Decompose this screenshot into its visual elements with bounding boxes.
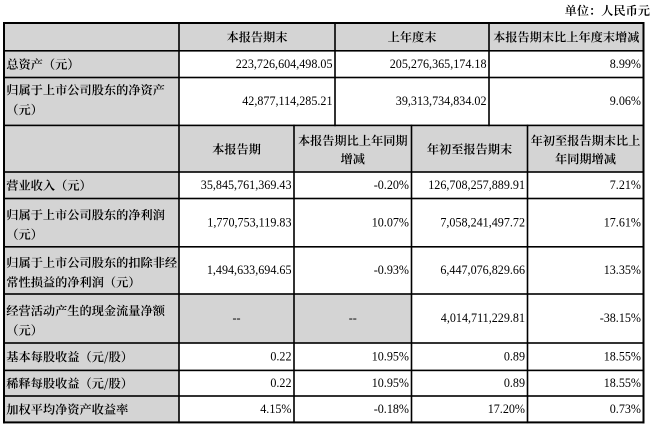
svg-text:10.07%: 10.07% [372,215,409,229]
svg-text:0.89: 0.89 [504,349,525,363]
svg-text:--: -- [349,311,357,325]
svg-text:42,877,114,285.21: 42,877,114,285.21 [242,94,332,108]
svg-text:17.61%: 17.61% [604,215,641,229]
svg-text:4.15%: 4.15% [260,402,291,416]
svg-text:4,014,711,229.81: 4,014,711,229.81 [441,311,525,325]
svg-text:-0.18%: -0.18% [374,402,409,416]
svg-text:1,494,633,694.65: 1,494,633,694.65 [207,263,292,277]
svg-text:1,770,753,119.83: 1,770,753,119.83 [207,215,291,229]
svg-text:126,708,257,889.91: 126,708,257,889.91 [428,178,525,192]
svg-text:0.22: 0.22 [270,376,291,390]
svg-text:223,726,604,498.05: 223,726,604,498.05 [236,57,333,71]
svg-text:--: -- [232,311,240,325]
svg-text:10.95%: 10.95% [372,376,409,390]
svg-text:10.95%: 10.95% [372,349,409,363]
svg-text:7.21%: 7.21% [610,178,641,192]
svg-text:6,447,076,829.66: 6,447,076,829.66 [440,263,525,277]
svg-text:0.73%: 0.73% [610,402,641,416]
svg-text:205,276,365,174.18: 205,276,365,174.18 [390,57,487,71]
svg-text:0.89: 0.89 [504,376,525,390]
svg-text:13.35%: 13.35% [604,263,641,277]
svg-text:7,058,241,497.72: 7,058,241,497.72 [440,215,525,229]
svg-text:-0.93%: -0.93% [374,263,409,277]
svg-text:0.22: 0.22 [270,349,291,363]
svg-text:17.20%: 17.20% [488,402,525,416]
svg-text:18.55%: 18.55% [604,376,641,390]
svg-text:18.55%: 18.55% [604,349,641,363]
svg-text:-38.15%: -38.15% [600,311,641,325]
svg-text:-0.20%: -0.20% [374,178,409,192]
svg-text:8.99%: 8.99% [610,57,641,71]
svg-text:35,845,761,369.43: 35,845,761,369.43 [201,178,292,192]
svg-text:39,313,734,834.02: 39,313,734,834.02 [396,94,487,108]
svg-text:9.06%: 9.06% [610,94,641,108]
